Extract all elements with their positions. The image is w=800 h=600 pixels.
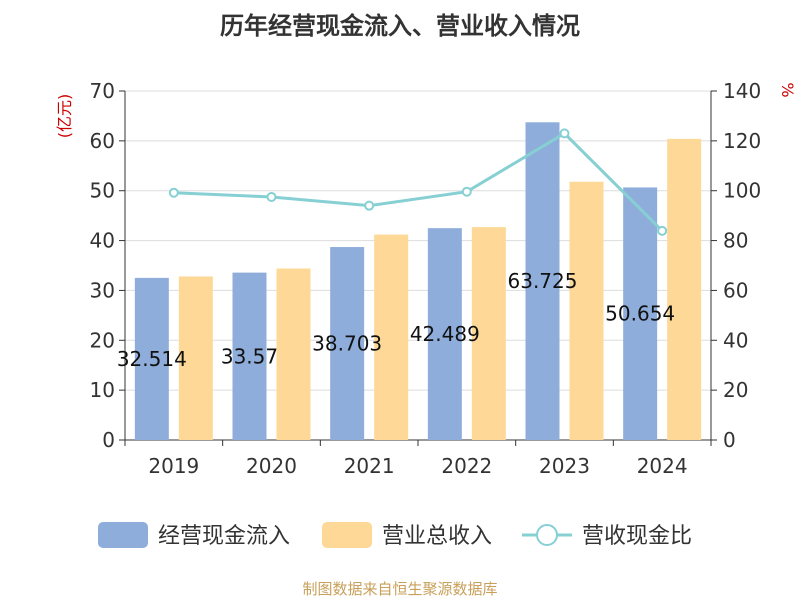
y-left-tick-label: 30 [90,278,115,302]
bar-total-revenue [569,181,604,441]
legend-label-revenue-cash-ratio: 营收现金比 [582,524,692,549]
x-tick-label: 2023 [539,454,590,478]
bar-cash-inflow [232,272,267,440]
data-label-cash-inflow: 63.725 [508,269,578,293]
y-right-tick-label: 120 [723,129,761,153]
y-left-tick-label: 70 [90,79,115,103]
data-label-cash-inflow: 33.57 [221,344,278,368]
bar-total-revenue [276,268,311,440]
y-left-tick-label: 0 [102,428,115,452]
point-revenue-cash-ratio [266,191,277,202]
chart-title: 历年经营现金流入、营业收入情况 [220,12,580,40]
y-left-tick-label: 10 [90,378,115,402]
y-right-tick-label: 100 [723,179,761,203]
data-label-cash-inflow: 42.489 [410,322,480,346]
bar-total-revenue [374,234,409,440]
x-tick-label: 2020 [246,454,297,478]
y-right-tick-label: 40 [723,328,748,352]
data-label-cash-inflow: 50.654 [605,302,675,326]
point-revenue-cash-ratio [657,225,668,236]
x-tick-label: 2019 [148,454,199,478]
y-left-tick-label: 60 [90,129,115,153]
x-tick-label: 2024 [637,454,688,478]
y-left-tick-label: 50 [90,179,115,203]
y-right-tick-label: 0 [723,428,736,452]
bar-total-revenue [178,276,213,440]
y-right-tick-label: 20 [723,378,748,402]
y-right-tick-label: 140 [723,79,761,103]
legend-swatch-total-revenue [322,522,372,548]
point-revenue-cash-ratio [364,200,375,211]
data-label-cash-inflow: 32.514 [117,347,187,371]
bar-cash-inflow [525,122,560,441]
legend-marker-revenue-cash-ratio [536,524,558,546]
y-right-unit-label: % [778,82,797,97]
legend-label-cash-inflow: 经营现金流入 [158,524,290,549]
bar-total-revenue [471,227,506,440]
data-label-cash-inflow: 38.703 [312,332,382,356]
point-revenue-cash-ratio [559,128,570,139]
x-tick-label: 2022 [441,454,492,478]
bar-cash-inflow [134,277,169,440]
bar-total-revenue [667,138,702,440]
bar-cash-inflow [427,228,462,440]
y-right-tick-label: 60 [723,278,748,302]
x-tick-label: 2021 [344,454,395,478]
y-left-unit-label: (亿元) [55,94,74,139]
bar-cash-inflow [623,187,658,440]
legend-swatch-cash-inflow [98,522,148,548]
line-revenue-cash-ratio [173,131,664,232]
y-left-tick-label: 20 [90,328,115,352]
point-revenue-cash-ratio [168,187,179,198]
source-note: 制图数据来自恒生聚源数据库 [302,580,498,598]
y-left-tick-label: 40 [90,229,115,253]
point-revenue-cash-ratio [461,186,472,197]
bar-cash-inflow [330,247,365,440]
legend-label-total-revenue: 营业总收入 [382,524,492,549]
y-right-tick-label: 80 [723,229,748,253]
